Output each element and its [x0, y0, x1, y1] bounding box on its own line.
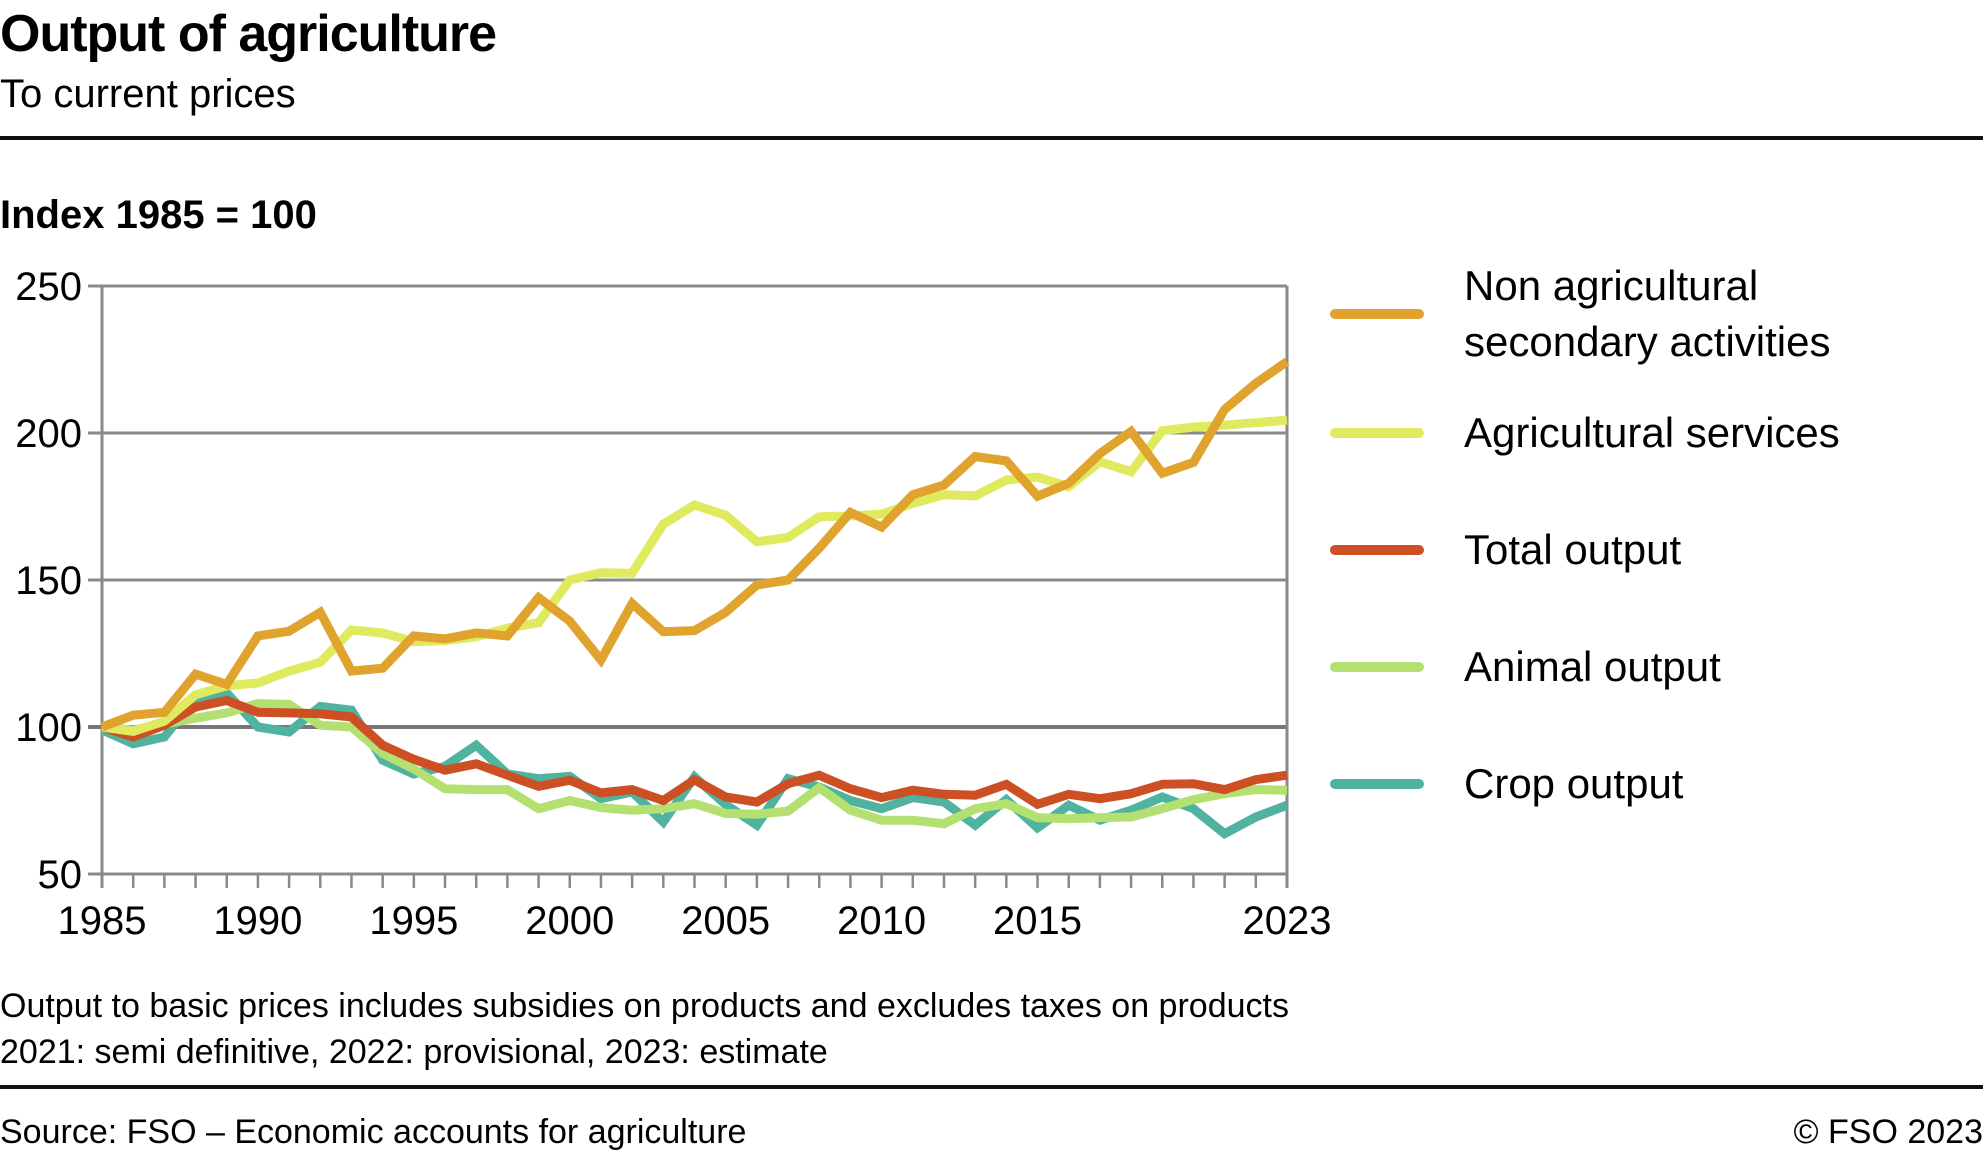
y-tick-label: 100 [15, 706, 82, 750]
legend-swatch [1330, 428, 1424, 438]
tick-labels: 50 100 150 200 250 1985 1990 1995 2000 2005 2010 20… [15, 265, 1331, 943]
legend-swatch [1330, 309, 1424, 319]
note-line-2: 2021: semi definitive, 2022: provisional… [0, 1033, 828, 1071]
legend-swatch [1330, 662, 1424, 672]
series-line-total-output [100, 695, 1288, 810]
x-tick-label: 2005 [681, 899, 770, 943]
y-tick-label: 200 [15, 412, 82, 456]
x-tick-label: 1995 [369, 899, 458, 943]
legend-swatch [1330, 779, 1424, 789]
series-line-non-agricultural-secondary-activities [100, 357, 1290, 732]
series-lines [100, 357, 1290, 840]
series-line-animal-output [101, 698, 1288, 829]
y-tick-label: 50 [38, 853, 83, 897]
x-tick-label: 1985 [58, 899, 147, 943]
legend-label: Total output [1464, 526, 1682, 573]
legend-label: Agricultural services [1464, 409, 1840, 456]
legend-swatch [1330, 545, 1424, 555]
y-tick-label: 150 [15, 559, 82, 603]
legend-item-agricultural-services: Agricultural services [1330, 405, 1840, 461]
legend-item-non-agricultural: Non agricultural secondary activities [1330, 258, 1831, 370]
source-text: Source: FSO – Economic accounts for agri… [0, 1113, 747, 1151]
x-tick-label: 2000 [525, 899, 614, 943]
legend-item-total-output: Total output [1330, 522, 1681, 578]
legend-label-line1: Non agricultural [1464, 262, 1759, 309]
bottom-divider [0, 1085, 1983, 1089]
legend-label: Animal output [1464, 643, 1721, 690]
legend-item-animal-output: Animal output [1330, 639, 1721, 695]
y-axis-label: Index 1985 = 100 [0, 193, 317, 237]
chart-subtitle: To current prices [0, 72, 296, 116]
y-tick-label: 250 [15, 265, 82, 309]
x-tick-label: 2015 [993, 899, 1082, 943]
copyright-text: © FSO 2023 [1793, 1113, 1983, 1151]
top-divider [0, 136, 1983, 140]
series-line-agricultural-services [101, 415, 1288, 737]
legend-item-crop-output: Crop output [1330, 756, 1683, 812]
chart-title: Output of agriculture [0, 5, 497, 63]
legend-label: Non agricultural secondary activities [1464, 258, 1831, 370]
x-tick-label: 2010 [837, 899, 926, 943]
x-tick-label: 1990 [213, 899, 302, 943]
note-line-1: Output to basic prices includes subsidie… [0, 987, 1289, 1025]
legend-label: Crop output [1464, 760, 1684, 807]
legend-label-line2: secondary activities [1464, 318, 1831, 365]
x-tick-label: 2023 [1243, 899, 1332, 943]
